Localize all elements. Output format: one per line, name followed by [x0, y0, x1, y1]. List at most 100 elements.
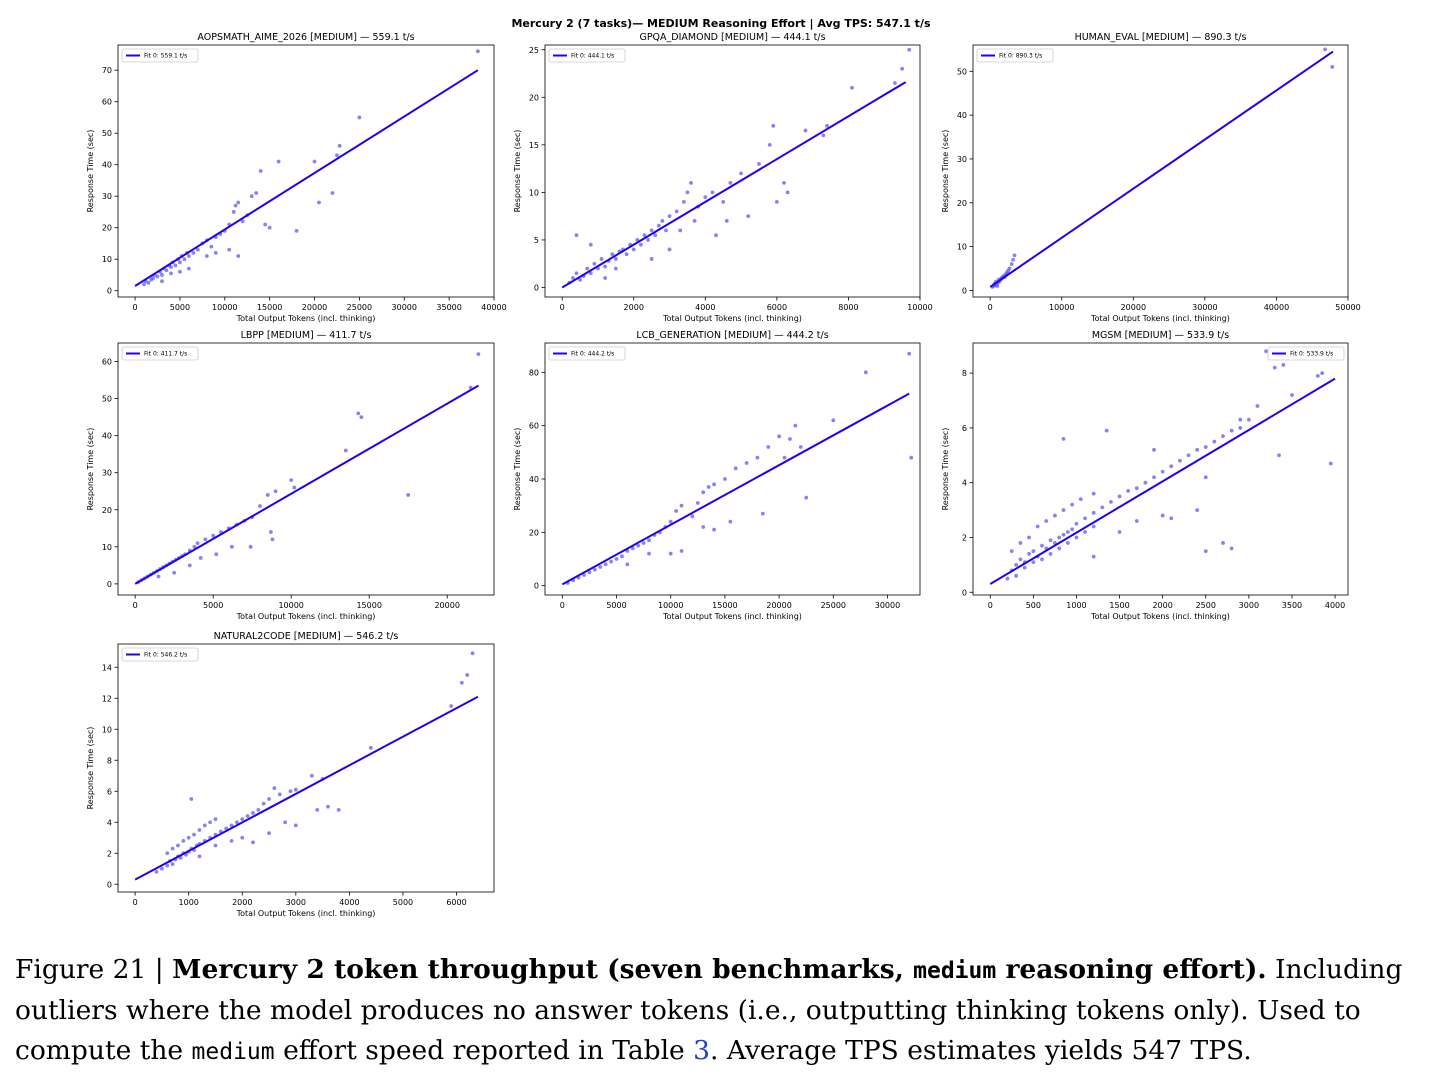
- x-tick-label: 25000: [347, 303, 372, 312]
- data-point: [356, 411, 361, 416]
- axes-frame: [972, 44, 1349, 298]
- data-point: [173, 263, 178, 268]
- data-point: [289, 478, 294, 483]
- data-point: [689, 180, 693, 185]
- data-point: [178, 269, 182, 274]
- y-tick-label: 10: [102, 255, 112, 264]
- axes-frame: [117, 342, 495, 596]
- data-point: [1109, 499, 1113, 504]
- subplot-title: LBPP [MEDIUM] — 411.7 t/s: [241, 330, 372, 341]
- data-point: [1061, 436, 1066, 441]
- data-point: [169, 271, 173, 276]
- x-tick-label: 10000: [658, 601, 683, 610]
- data-point: [703, 195, 708, 200]
- data-point: [165, 863, 170, 868]
- x-tick-label: 5000: [170, 303, 190, 312]
- fit-line: [134, 69, 479, 287]
- data-point: [1169, 464, 1174, 469]
- data-point: [154, 869, 159, 874]
- data-point: [165, 851, 170, 856]
- axes-frame: [117, 643, 495, 893]
- x-tick-label: 35000: [436, 303, 461, 312]
- data-point: [701, 490, 706, 495]
- y-tick-label: 0: [534, 283, 539, 292]
- data-point: [202, 823, 207, 828]
- data-point: [571, 276, 575, 280]
- table-link[interactable]: 3: [693, 1035, 711, 1066]
- data-point: [192, 832, 196, 837]
- x-axis-label: Total Output Tokens (incl. thinking): [236, 314, 376, 323]
- x-tick-label: 30000: [1192, 303, 1217, 312]
- data-point: [1229, 428, 1234, 433]
- data-point: [203, 537, 208, 542]
- data-point: [603, 562, 608, 567]
- data-point: [251, 811, 255, 815]
- y-axis-label: Response Time (sec): [86, 428, 95, 511]
- data-point: [1040, 557, 1044, 562]
- data-point: [189, 797, 194, 801]
- y-tick-label: 0: [962, 588, 967, 597]
- x-tick-label: 0: [560, 303, 565, 312]
- data-point: [1117, 530, 1122, 534]
- subplot-title: MGSM [MEDIUM] — 533.9 t/s: [1092, 330, 1229, 341]
- data-point: [229, 823, 234, 828]
- data-point: [1277, 453, 1281, 458]
- data-point: [712, 527, 716, 532]
- x-tick-label: 0: [133, 898, 138, 907]
- data-point: [169, 265, 173, 269]
- data-point: [268, 530, 273, 534]
- data-point: [771, 123, 776, 128]
- data-point: [685, 190, 690, 195]
- y-tick-label: 0: [107, 880, 112, 889]
- x-tick-label: 0: [560, 601, 565, 610]
- data-point: [1281, 363, 1286, 367]
- y-axis-label: Response Time (sec): [513, 130, 522, 213]
- data-point: [610, 252, 615, 257]
- y-tick-label: 6: [962, 424, 967, 433]
- data-point: [1126, 489, 1131, 493]
- x-tick-label: 40000: [1264, 303, 1289, 312]
- y-tick-label: 20: [529, 528, 539, 537]
- data-point: [209, 244, 214, 249]
- y-axis-label: Response Time (sec): [941, 130, 950, 213]
- x-tick-label: 0: [988, 601, 993, 610]
- data-point: [767, 142, 772, 147]
- data-point: [1012, 253, 1017, 258]
- y-tick-label: 20: [957, 199, 967, 208]
- data-point: [574, 233, 579, 238]
- legend-box: [1267, 346, 1345, 361]
- data-point: [240, 219, 245, 224]
- data-point: [160, 866, 164, 871]
- data-point: [788, 437, 792, 441]
- data-point: [170, 846, 175, 851]
- y-tick-label: 40: [102, 161, 112, 170]
- y-tick-label: 20: [102, 224, 112, 233]
- x-tick-label: 1000: [1066, 601, 1086, 610]
- data-point: [714, 233, 718, 238]
- data-point: [592, 567, 597, 572]
- data-point: [766, 445, 771, 449]
- data-point: [233, 203, 238, 208]
- data-point: [312, 159, 317, 164]
- data-point: [803, 128, 808, 133]
- data-point: [293, 823, 298, 828]
- fit-line: [989, 50, 1334, 288]
- data-point: [213, 817, 218, 822]
- subplot-4: LBPP [MEDIUM] — 411.7 t/s 0 5000 10000 15000…: [86, 330, 495, 621]
- data-point: [907, 351, 912, 356]
- x-tick-label: 5000: [393, 898, 413, 907]
- data-point: [256, 807, 261, 812]
- x-tick-label: 10000: [212, 303, 237, 312]
- data-point: [459, 680, 464, 685]
- data-point: [1117, 494, 1122, 499]
- y-tick-label: 60: [102, 358, 112, 367]
- data-point: [1221, 541, 1225, 545]
- subplot-7: NATURAL2CODE [MEDIUM] — 546.2 t/s0 1000 20…: [86, 631, 495, 918]
- data-point: [614, 557, 619, 561]
- x-tick-label: 20000: [302, 303, 327, 312]
- subplot-title: LCB_GENERATION [MEDIUM] — 444.2 t/s: [636, 330, 828, 341]
- y-tick-label: 0: [534, 582, 539, 591]
- data-point: [1246, 417, 1251, 422]
- data-point: [1035, 524, 1040, 529]
- x-tick-label: 40000: [481, 303, 506, 312]
